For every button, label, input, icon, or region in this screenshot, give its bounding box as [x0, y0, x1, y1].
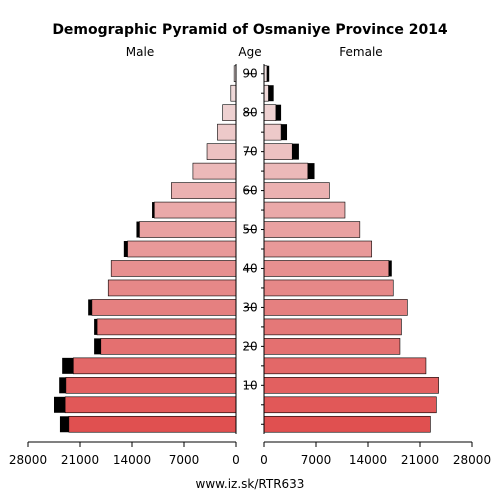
age-tick-label: 30	[242, 300, 257, 314]
male-excess-bar	[123, 241, 128, 257]
male-bar	[73, 357, 237, 375]
male-excess-bar	[94, 338, 101, 355]
female-bar	[263, 299, 408, 316]
male-bar	[107, 279, 237, 297]
female-excess-bar	[388, 260, 392, 277]
male-bar	[153, 201, 237, 219]
female-excess-bar	[266, 65, 270, 82]
footer-source: www.iz.sk/RTR633	[196, 477, 305, 491]
x-axis: 28000 21000 14000 7000 0 0 7000 14000 21000 28000	[9, 441, 491, 467]
male-excess-bar	[62, 357, 74, 374]
male-x-tick-label: 14000	[113, 453, 151, 467]
male-excess-bar	[94, 318, 98, 335]
female-bar	[263, 143, 293, 160]
female-bar	[263, 240, 373, 258]
female-bar	[263, 377, 439, 394]
female-x-tick-label: 0	[260, 453, 268, 467]
female-bar	[263, 415, 431, 433]
male-bar	[222, 104, 237, 121]
female-bar	[263, 221, 361, 238]
male-excess-bar	[54, 396, 66, 413]
male-bar	[68, 415, 237, 433]
male-bar	[65, 377, 237, 394]
male-bar	[110, 260, 237, 277]
age-tick-label: 20	[242, 339, 257, 353]
female-bar	[263, 357, 427, 375]
male-excess-bar	[59, 416, 69, 433]
female-bar	[263, 338, 401, 355]
female-x-tick-label: 7000	[301, 453, 332, 467]
male-bar	[206, 143, 237, 160]
female-excess-bar	[307, 163, 315, 180]
female-x-tick-label: 14000	[349, 453, 387, 467]
age-label: Age	[238, 45, 261, 59]
chart-title: Demographic Pyramid of Osmaniye Province…	[52, 22, 448, 38]
male-x-tick-label: 7000	[169, 453, 200, 467]
age-tick-label: 60	[242, 184, 257, 198]
male-bar	[91, 299, 237, 316]
female-x-tick-label: 21000	[401, 453, 439, 467]
age-tick-label: 10	[242, 378, 257, 392]
female-excess-bar	[281, 124, 288, 141]
female-bars	[263, 65, 439, 433]
male-bar	[96, 318, 237, 336]
male-excess-bar	[88, 299, 92, 316]
female-bar	[263, 260, 390, 277]
age-tick-label: 50	[242, 223, 257, 237]
male-bars	[54, 65, 237, 433]
male-bar	[100, 338, 237, 355]
female-bar	[263, 162, 309, 180]
female-excess-bar	[268, 85, 274, 102]
age-axis: 10 20 30 40 50 60 70 80 90	[235, 64, 265, 434]
female-x-tick-label: 28000	[453, 453, 491, 467]
female-bar	[263, 182, 330, 199]
age-tick-label: 80	[242, 106, 257, 120]
male-excess-bar	[59, 377, 66, 394]
male-bar	[64, 396, 237, 414]
male-excess-bar	[136, 221, 140, 238]
age-tick-label: 40	[242, 261, 257, 275]
male-excess-bar	[152, 202, 155, 219]
female-bar	[263, 123, 282, 141]
female-excess-bar	[292, 143, 299, 160]
male-bar	[230, 84, 237, 102]
male-bar	[139, 221, 237, 238]
male-bar	[217, 123, 237, 141]
female-bar	[263, 84, 269, 102]
female-bar	[263, 201, 346, 219]
male-label: Male	[126, 45, 154, 59]
female-bar	[263, 279, 394, 297]
male-x-tick-label: 0	[232, 453, 240, 467]
age-tick-label: 70	[242, 145, 257, 159]
female-excess-bar	[275, 104, 282, 121]
age-tick-label: 90	[242, 67, 257, 81]
male-bar	[192, 162, 237, 180]
female-label: Female	[339, 45, 382, 59]
female-bar	[263, 396, 437, 414]
male-bar	[127, 240, 237, 258]
female-bar	[263, 318, 402, 336]
male-bar	[171, 182, 237, 199]
male-x-tick-label: 28000	[9, 453, 47, 467]
male-x-tick-label: 21000	[61, 453, 99, 467]
female-bar	[263, 104, 277, 121]
